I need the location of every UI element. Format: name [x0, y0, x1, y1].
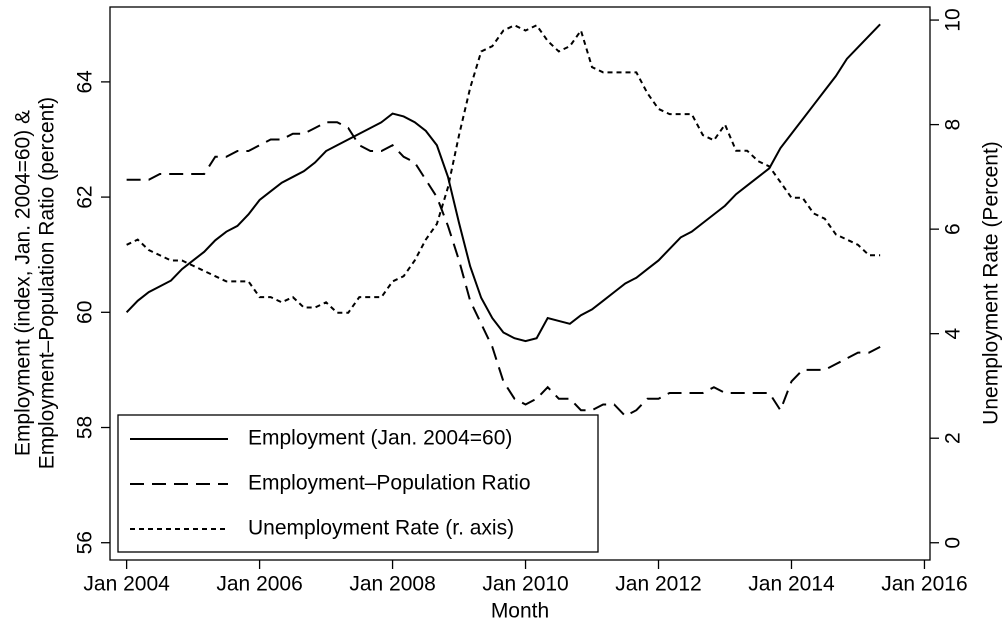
- x-tick-label: Jan 2010: [482, 573, 568, 596]
- y2-tick-label: 4: [942, 328, 965, 340]
- y2-tick-label: 10: [942, 8, 965, 31]
- y-axis-title: Employment–Population Ratio (percent): [36, 97, 59, 469]
- x-tick-label: Jan 2012: [615, 573, 701, 596]
- y2-tick-label: 8: [942, 119, 965, 131]
- x-axis-title: Month: [491, 600, 549, 623]
- x-tick-label: Jan 2014: [748, 573, 835, 596]
- legend-label: Unemployment Rate (r. axis): [248, 517, 514, 540]
- legend-label: Employment–Population Ratio: [248, 472, 531, 495]
- y2-tick-label: 6: [942, 223, 965, 235]
- y2-axis-title: Unemployment Rate (Percent): [980, 141, 1003, 425]
- x-tick-label: Jan 2006: [216, 573, 302, 596]
- x-tick-label: Jan 2008: [349, 573, 435, 596]
- y-tick-label: 62: [74, 185, 97, 208]
- x-tick-label: Jan 2016: [881, 573, 967, 596]
- y-tick-label: 64: [74, 70, 97, 94]
- y-tick-label: 58: [74, 416, 97, 439]
- series-line: [126, 24, 881, 314]
- y-axis-title: Employment (index, Jan. 2004=60) &: [12, 110, 35, 456]
- legend-label: Employment (Jan. 2004=60): [248, 427, 512, 450]
- series-line: [125, 23, 881, 343]
- y-tick-label: 56: [74, 531, 97, 554]
- y2-tick-label: 0: [942, 537, 965, 549]
- y-tick-label: 60: [74, 301, 97, 324]
- plot-frame: [109, 6, 931, 561]
- y2-tick-label: 2: [942, 432, 965, 444]
- series-line: [126, 121, 881, 418]
- x-tick-label: Jan 2004: [83, 573, 170, 596]
